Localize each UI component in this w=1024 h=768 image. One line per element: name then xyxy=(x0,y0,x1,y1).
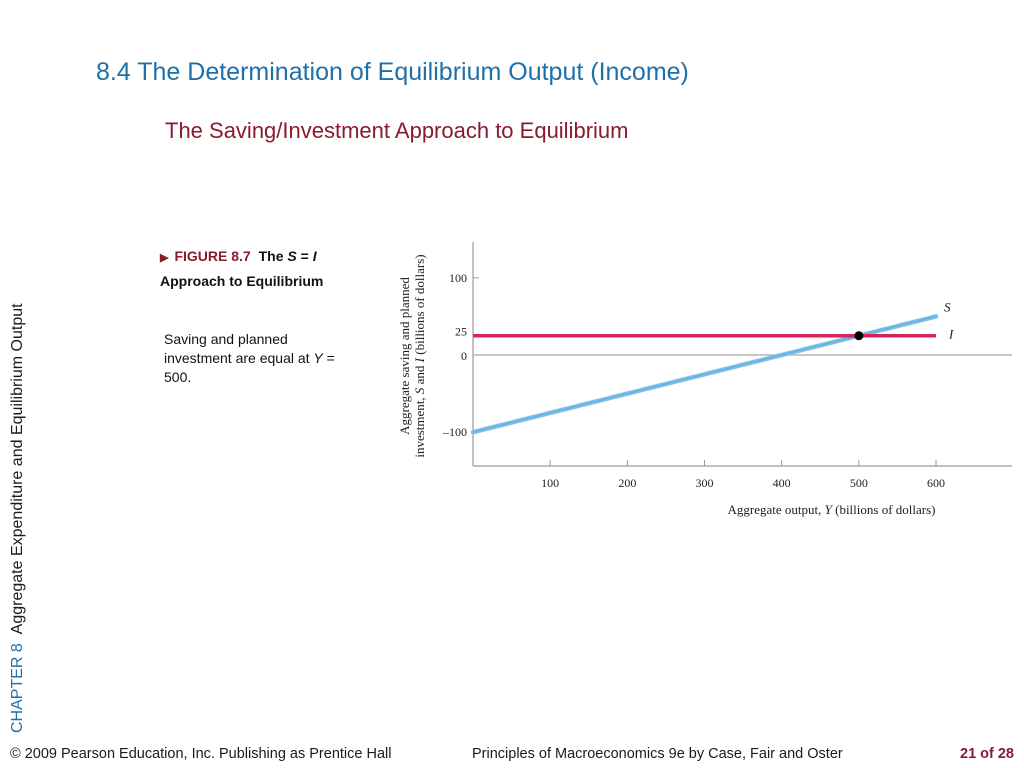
slide-subtitle: The Saving/Investment Approach to Equili… xyxy=(165,118,629,143)
caption-marker-icon: ▶ xyxy=(160,252,169,264)
x-tick-label: 200 xyxy=(618,476,636,490)
figure-title-s: S xyxy=(287,248,297,264)
y-tick-label: 0 xyxy=(461,349,467,363)
desc-pre: Saving and planned investment are equal … xyxy=(164,331,310,366)
figure-title-post: Approach to Equilibrium xyxy=(160,273,324,289)
page-number: 21 of 28 xyxy=(960,746,1014,762)
footer-book: Principles of Macroeconomics 9e by Case,… xyxy=(472,746,843,762)
x-tick-label: 300 xyxy=(696,476,714,490)
x-tick-label: 500 xyxy=(850,476,868,490)
x-axis-label: Aggregate output, Y (billions of dollars… xyxy=(728,502,936,517)
y-tick-label: 100 xyxy=(449,271,467,285)
figure-title-pre: The xyxy=(258,248,284,264)
figure-title-eq: = xyxy=(300,248,309,264)
y-tick-label: 25 xyxy=(455,325,467,339)
chart-series xyxy=(470,314,939,435)
saving-line-core xyxy=(472,315,937,433)
x-tick-label: 600 xyxy=(927,476,945,490)
y-axis-label-line1: Aggregate saving and planned xyxy=(397,277,412,435)
figure-caption: ▶ FIGURE 8.7 The S = I Approach to Equili… xyxy=(160,245,365,293)
chart-axes xyxy=(472,242,1012,467)
equilibrium-point xyxy=(854,331,864,341)
y-axis-label: Aggregate saving and planned investment, … xyxy=(397,254,427,457)
slide-title: 8.4 The Determination of Equilibrium Out… xyxy=(96,58,689,86)
saving-line-label: S xyxy=(944,299,951,314)
y-tick-label: –100 xyxy=(442,425,467,439)
x-tick-label: 400 xyxy=(773,476,791,490)
chart-labels: 100 200 300 400 500 600 100 25 0 –100 SI Aggregate … xyxy=(397,254,954,517)
figure-title-i: I xyxy=(312,248,317,264)
desc-post: = 500. xyxy=(164,350,335,385)
figure-description: Saving and planned investment are equal … xyxy=(164,330,354,387)
desc-var: Y xyxy=(313,350,323,366)
figure-number: FIGURE 8.7 xyxy=(174,248,251,264)
footer-copyright: © 2009 Pearson Education, Inc. Publishin… xyxy=(10,746,392,762)
investment-line-label: I xyxy=(948,327,954,342)
x-tick-label: 100 xyxy=(541,476,559,490)
y-axis-label-line2: investment, S and I (billions of dollars… xyxy=(412,254,427,457)
